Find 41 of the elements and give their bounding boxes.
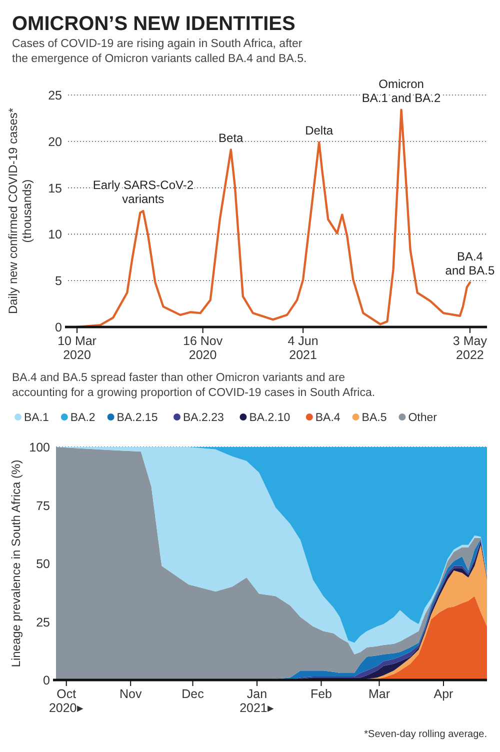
chart-subtitle: BA.4 and BA.5 spread faster than other Omicron variants and are accounting for a growing proportion of COVID-19 cases in South Africa. <box>12 372 376 399</box>
annotation: BA.4 and BA.5 <box>445 249 495 278</box>
text: *Seven-day rolling average. <box>364 729 487 740</box>
y-tick-label: 100 <box>29 440 50 454</box>
y-tick-label: 5 <box>55 274 62 288</box>
legend-label: BA.1 <box>24 412 49 424</box>
x-tick-label: Feb <box>310 687 332 701</box>
x-tick-label: Oct 2020▸ <box>48 687 84 715</box>
legend-label: BA.2 <box>70 412 96 424</box>
x-tick-label: 3 May 2022 <box>452 334 488 362</box>
y-tick-label: 0 <box>43 674 50 688</box>
y-axis-title: Daily new confirmed COVID-19 cases* (thousands) <box>6 108 34 314</box>
y-tick-label: 20 <box>48 134 62 149</box>
y-axis-title: Lineage prevalence in South Africa (%) <box>9 460 23 668</box>
chart-subtitle: Cases of COVID-19 are rising again in South Africa, after the emergence of Omicron variants called BA.4 and BA.5. <box>12 38 307 65</box>
legend-label: Other <box>408 412 438 424</box>
x-tick-label: Nov <box>119 687 142 701</box>
legend-label: BA.4 <box>315 412 341 424</box>
y-tick-label: 25 <box>48 88 62 102</box>
annotation: Beta <box>218 130 244 145</box>
x-tick-label: Jan 2021▸ <box>240 687 274 715</box>
x-tick-label: 4 Jun 2021 <box>288 334 318 362</box>
y-tick-label: 15 <box>48 181 62 196</box>
x-tick-label: Mar <box>368 687 390 701</box>
legend-label: BA.2.23 <box>183 412 224 424</box>
legend-label: BA.2.15 <box>116 412 158 424</box>
annotation: Early SARS-CoV-2 variants <box>92 178 194 206</box>
x-tick-label: Apr <box>434 687 454 701</box>
y-tick-label: 75 <box>36 498 50 513</box>
x-tick-label: Dec <box>182 687 204 701</box>
legend-label: BA.2.10 <box>249 412 290 424</box>
legend-label: BA.5 <box>362 412 387 424</box>
annotation: Omicron BA.1 and BA.2 <box>362 76 441 105</box>
y-tick-label: 10 <box>48 228 62 242</box>
annotation: Delta <box>305 123 334 138</box>
chart-title: OMICRON’S NEW IDENTITIES <box>12 13 296 35</box>
y-tick-label: 50 <box>36 557 50 571</box>
y-tick-label: 0 <box>55 320 62 334</box>
x-tick-label: 16 Nov 2020 <box>183 334 224 362</box>
y-tick-label: 25 <box>36 615 50 630</box>
x-tick-label: 10 Mar 2020 <box>58 334 96 362</box>
